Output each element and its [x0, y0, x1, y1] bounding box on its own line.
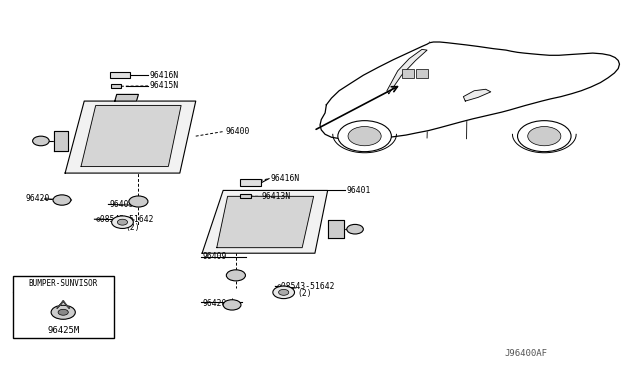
Circle shape [33, 136, 49, 146]
Text: BUMPER-SUNVISOR: BUMPER-SUNVISOR [29, 279, 98, 288]
Polygon shape [54, 131, 68, 151]
Circle shape [53, 195, 71, 205]
Circle shape [518, 121, 571, 152]
Text: ⊗08543-51642: ⊗08543-51642 [276, 282, 335, 291]
Circle shape [338, 121, 392, 152]
Circle shape [347, 224, 364, 234]
Circle shape [223, 300, 241, 310]
Text: ⊗08543-51642: ⊗08543-51642 [96, 215, 154, 224]
Text: (2): (2) [125, 223, 140, 232]
Text: 96409: 96409 [202, 252, 227, 262]
Polygon shape [328, 220, 344, 238]
Circle shape [227, 270, 246, 281]
Text: 96420: 96420 [202, 299, 227, 308]
Bar [415, 69, 428, 78]
Text: 96409: 96409 [109, 200, 134, 209]
Polygon shape [320, 42, 620, 140]
Circle shape [129, 196, 148, 207]
Polygon shape [57, 301, 70, 309]
Text: 96420: 96420 [26, 195, 50, 203]
Polygon shape [463, 89, 491, 101]
Circle shape [528, 126, 561, 146]
Bar [241, 179, 260, 186]
Circle shape [273, 286, 294, 299]
Text: 96401: 96401 [347, 186, 371, 195]
Polygon shape [115, 94, 138, 101]
Text: 96413N: 96413N [261, 192, 291, 201]
Bar [111, 84, 121, 88]
Circle shape [117, 219, 127, 225]
Text: 96400: 96400 [226, 127, 250, 136]
Polygon shape [217, 196, 314, 248]
Text: (2): (2) [297, 289, 312, 298]
Circle shape [348, 126, 381, 146]
Polygon shape [81, 106, 181, 166]
Text: 96416N: 96416N [270, 174, 300, 183]
Text: 96425M: 96425M [47, 326, 79, 335]
Bar [13, 276, 113, 338]
Circle shape [58, 310, 68, 315]
Bar [241, 194, 250, 198]
Polygon shape [65, 101, 196, 173]
Polygon shape [387, 49, 427, 94]
Bar [401, 69, 414, 78]
Text: J96400AF: J96400AF [505, 350, 548, 359]
Text: 96416N: 96416N [149, 71, 179, 80]
Text: 96415N: 96415N [149, 81, 179, 90]
Circle shape [111, 216, 133, 228]
Bar [109, 71, 130, 78]
Polygon shape [202, 190, 328, 253]
Circle shape [51, 305, 76, 319]
Circle shape [278, 289, 289, 295]
